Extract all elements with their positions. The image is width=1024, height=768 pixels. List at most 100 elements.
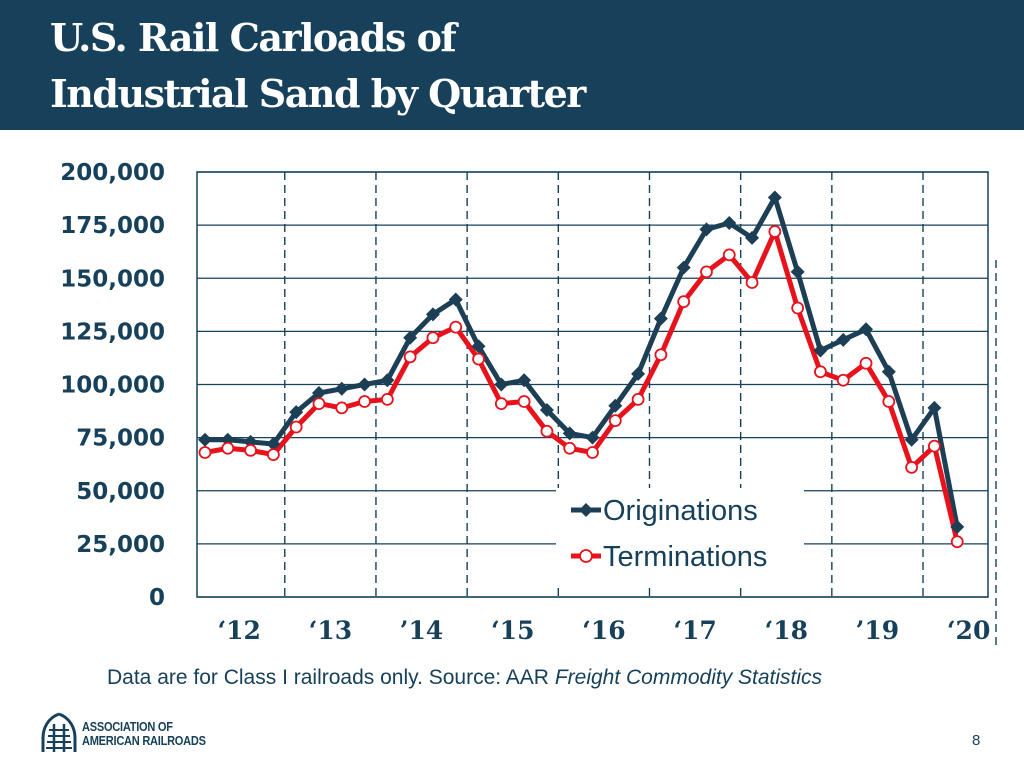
terminations-point — [221, 441, 235, 455]
series-line-originations — [205, 195, 960, 528]
y-tick-label: 200,000 — [60, 160, 165, 186]
originations-point — [198, 432, 212, 447]
logo-line2: AMERICAN RAILROADS — [82, 733, 206, 748]
slide-title-line1: U.S. Rail Carloads of — [50, 15, 457, 60]
terminations-point — [540, 424, 554, 438]
logo-wordmark: ASSOCIATION OF AMERICAN RAILROADS — [82, 720, 206, 748]
x-tick-label: ‘16 — [582, 616, 626, 645]
y-axis: 0 25,000 50,000 75,000 100,000 125,000 150,000… — [60, 160, 165, 611]
terminations-point — [380, 392, 394, 406]
originations-point — [334, 381, 349, 396]
originations-point — [653, 311, 668, 326]
slide-title: U.S. Rail Carloads of Industrial Sand by… — [50, 10, 586, 122]
legend-diamond-marker — [579, 503, 593, 517]
originations-point — [927, 400, 942, 415]
terminations-point — [266, 448, 280, 462]
originations-point — [562, 426, 577, 441]
originations-point — [608, 398, 623, 413]
y-tick-label: 0 — [149, 585, 165, 611]
terminations-point — [563, 441, 577, 455]
slide-title-line2: Industrial Sand by Quarter — [50, 71, 586, 116]
originations-point — [676, 260, 691, 275]
originations-point — [881, 364, 896, 379]
originations-point — [790, 264, 805, 279]
terminations-point — [700, 265, 713, 279]
source-publication: Freight Commodity Statistics — [554, 666, 823, 689]
x-tick-label: ‘15 — [491, 616, 535, 645]
terminations-point — [244, 443, 257, 457]
originations-point — [494, 377, 509, 392]
legend-background — [556, 488, 804, 588]
x-axis: ‘12 ‘13 ’14 ‘15 ‘16 ‘17 ‘18 ’19 ‘20 — [217, 616, 990, 645]
terminations-point — [426, 331, 440, 345]
railroad-track-icon — [41, 712, 77, 752]
originations-point — [266, 437, 281, 451]
terminations-point — [403, 350, 417, 364]
originations-point — [904, 432, 919, 447]
terminations-point — [586, 446, 599, 459]
terminations-point — [472, 352, 485, 366]
legend: Originations Terminations — [571, 495, 767, 573]
legend-label-terminations: Terminations — [603, 541, 767, 573]
terminations-point — [654, 348, 668, 362]
y-tick-label: 175,000 — [60, 213, 165, 239]
originations-point — [448, 292, 463, 307]
terminations-point — [608, 414, 622, 428]
originations-point — [357, 377, 372, 392]
originations-point — [585, 430, 600, 445]
x-tick-label: ‘20 — [947, 616, 991, 645]
x-tick-label: ‘12 — [217, 616, 261, 645]
terminations-point — [905, 460, 919, 474]
x-tick-label: ‘18 — [765, 616, 809, 645]
terminations-point — [722, 248, 736, 262]
y-tick-label: 75,000 — [76, 426, 165, 452]
source-prefix: Data are for Class I railroads only. Sou… — [107, 666, 555, 689]
originations-point — [859, 322, 874, 337]
grid — [196, 171, 997, 650]
originations-point — [813, 343, 828, 358]
carloads-line-chart: 0 25,000 50,000 75,000 100,000 125,000 150,000… — [60, 160, 997, 650]
originations-point — [745, 230, 760, 245]
terminations-point — [631, 392, 645, 406]
terminations-point — [836, 373, 850, 387]
originations-point — [380, 373, 395, 388]
originations-point — [425, 307, 440, 322]
originations-point — [539, 403, 554, 417]
source-note: Data are for Class I railroads only. Sou… — [107, 666, 822, 690]
x-tick-label: ’14 — [400, 616, 444, 645]
terminations-point — [791, 301, 805, 315]
originations-point — [311, 386, 326, 400]
originations-point — [950, 519, 965, 534]
originations-point — [471, 339, 486, 354]
x-tick-label: ‘13 — [309, 616, 353, 645]
originations-point — [289, 405, 304, 420]
originations-point — [722, 216, 737, 230]
page-number: 8 — [972, 732, 981, 749]
terminations-point — [449, 320, 463, 334]
terminations-point — [768, 225, 782, 238]
terminations-point — [358, 395, 371, 408]
originations-point — [403, 330, 418, 345]
terminations-point — [335, 401, 349, 415]
aar-logo: ASSOCIATION OF AMERICAN RAILROADS — [40, 712, 240, 756]
legend-label-originations: Originations — [603, 495, 758, 527]
originations-point — [836, 332, 851, 347]
y-tick-label: 50,000 — [76, 479, 165, 505]
title-banner: U.S. Rail Carloads of Industrial Sand by… — [0, 0, 1024, 130]
x-tick-label: ’19 — [856, 616, 900, 645]
y-tick-label: 25,000 — [76, 532, 165, 558]
terminations-point — [950, 535, 964, 549]
originations-point — [699, 222, 714, 237]
terminations-point — [928, 439, 941, 453]
y-tick-label: 150,000 — [60, 266, 165, 292]
series-line-terminations — [204, 229, 960, 543]
terminations-point — [312, 397, 326, 411]
originations-point — [631, 366, 646, 381]
terminations-point — [494, 397, 508, 411]
terminations-point — [859, 356, 873, 370]
terminations-point — [814, 365, 827, 379]
legend-circle-marker — [579, 549, 593, 563]
y-tick-label: 100,000 — [60, 373, 165, 399]
terminations-point — [289, 420, 303, 434]
y-tick-label: 125,000 — [60, 319, 165, 345]
